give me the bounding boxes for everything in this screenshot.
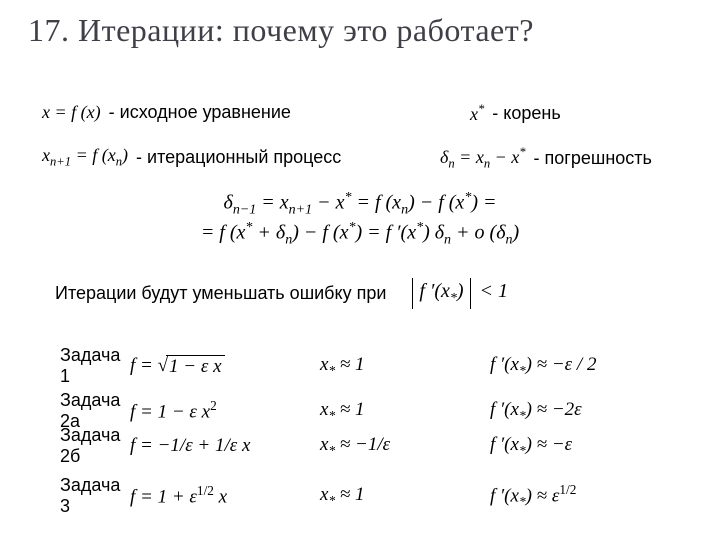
task-3-f: f = 1 + ε1/2 x: [130, 483, 320, 508]
eq-error: δn = xn − x* - погрешность: [440, 145, 652, 172]
task-2b-label: Задача 2б: [0, 425, 130, 467]
task-1-f: f = √1 − ε x: [130, 355, 320, 378]
eq-source: x = f (x) - исходное уравнение: [42, 102, 291, 123]
task-1-row: Задача 1 f = √1 − ε x x* ≈ 1 f ′(x*) ≈ −…: [0, 345, 720, 387]
task-2b-xs: x* ≈ −1/ε: [320, 434, 490, 459]
task-2a-f: f = 1 − ε x2: [130, 398, 320, 423]
task-2b-row: Задача 2б f = −1/ε + 1/ε x x* ≈ −1/ε f ′…: [0, 425, 720, 467]
page-title: 17. Итерации: почему это работает?: [28, 12, 534, 49]
task-1-label: Задача 1: [0, 345, 130, 387]
task-3-xs: x* ≈ 1: [320, 484, 490, 509]
eq-source-math: x = f (x): [42, 102, 101, 123]
task-3-row: Задача 3 f = 1 + ε1/2 x x* ≈ 1 f ′(x*) ≈…: [0, 475, 720, 517]
task-2b-f: f = −1/ε + 1/ε x: [130, 435, 320, 457]
task-1-xs: x* ≈ 1: [320, 354, 490, 379]
deriv-line-1: δn−1 = xn+1 − x* = f (xn) − f (x*) =: [0, 190, 720, 219]
task-2a-xs: x* ≈ 1: [320, 399, 490, 424]
task-1-fp: f ′(x*) ≈ −ε / 2: [490, 354, 690, 379]
eq-error-label: - погрешность: [534, 148, 652, 169]
condition-row: Итерации будут уменьшать ошибку при f ′(…: [55, 278, 508, 309]
eq-iter: xn+1 = f (xn) - итерационный процесс: [42, 145, 341, 170]
task-3-label: Задача 3: [0, 475, 130, 517]
eq-root-math: x*: [470, 102, 484, 125]
task-2a-fp: f ′(x*) ≈ −2ε: [490, 399, 690, 424]
eq-source-label: - исходное уравнение: [109, 102, 291, 123]
eq-root-label: - корень: [492, 103, 560, 124]
condition-text: Итерации будут уменьшать ошибку при: [55, 283, 386, 304]
condition-expr: f ′(x*) < 1: [408, 278, 508, 309]
task-3-fp: f ′(x*) ≈ ε1/2: [490, 482, 690, 510]
slide: 17. Итерации: почему это работает? x = f…: [0, 0, 720, 540]
eq-root: x* - корень: [470, 102, 561, 125]
eq-iter-label: - итерационный процесс: [136, 147, 341, 168]
eq-error-math: δn = xn − x*: [440, 145, 526, 172]
task-2b-fp: f ′(x*) ≈ −ε: [490, 434, 690, 459]
eq-iter-math: xn+1 = f (xn): [42, 145, 128, 170]
deriv-line-2: = f (x* + δn) − f (x*) = f ′(x*) δn + o …: [0, 220, 720, 249]
